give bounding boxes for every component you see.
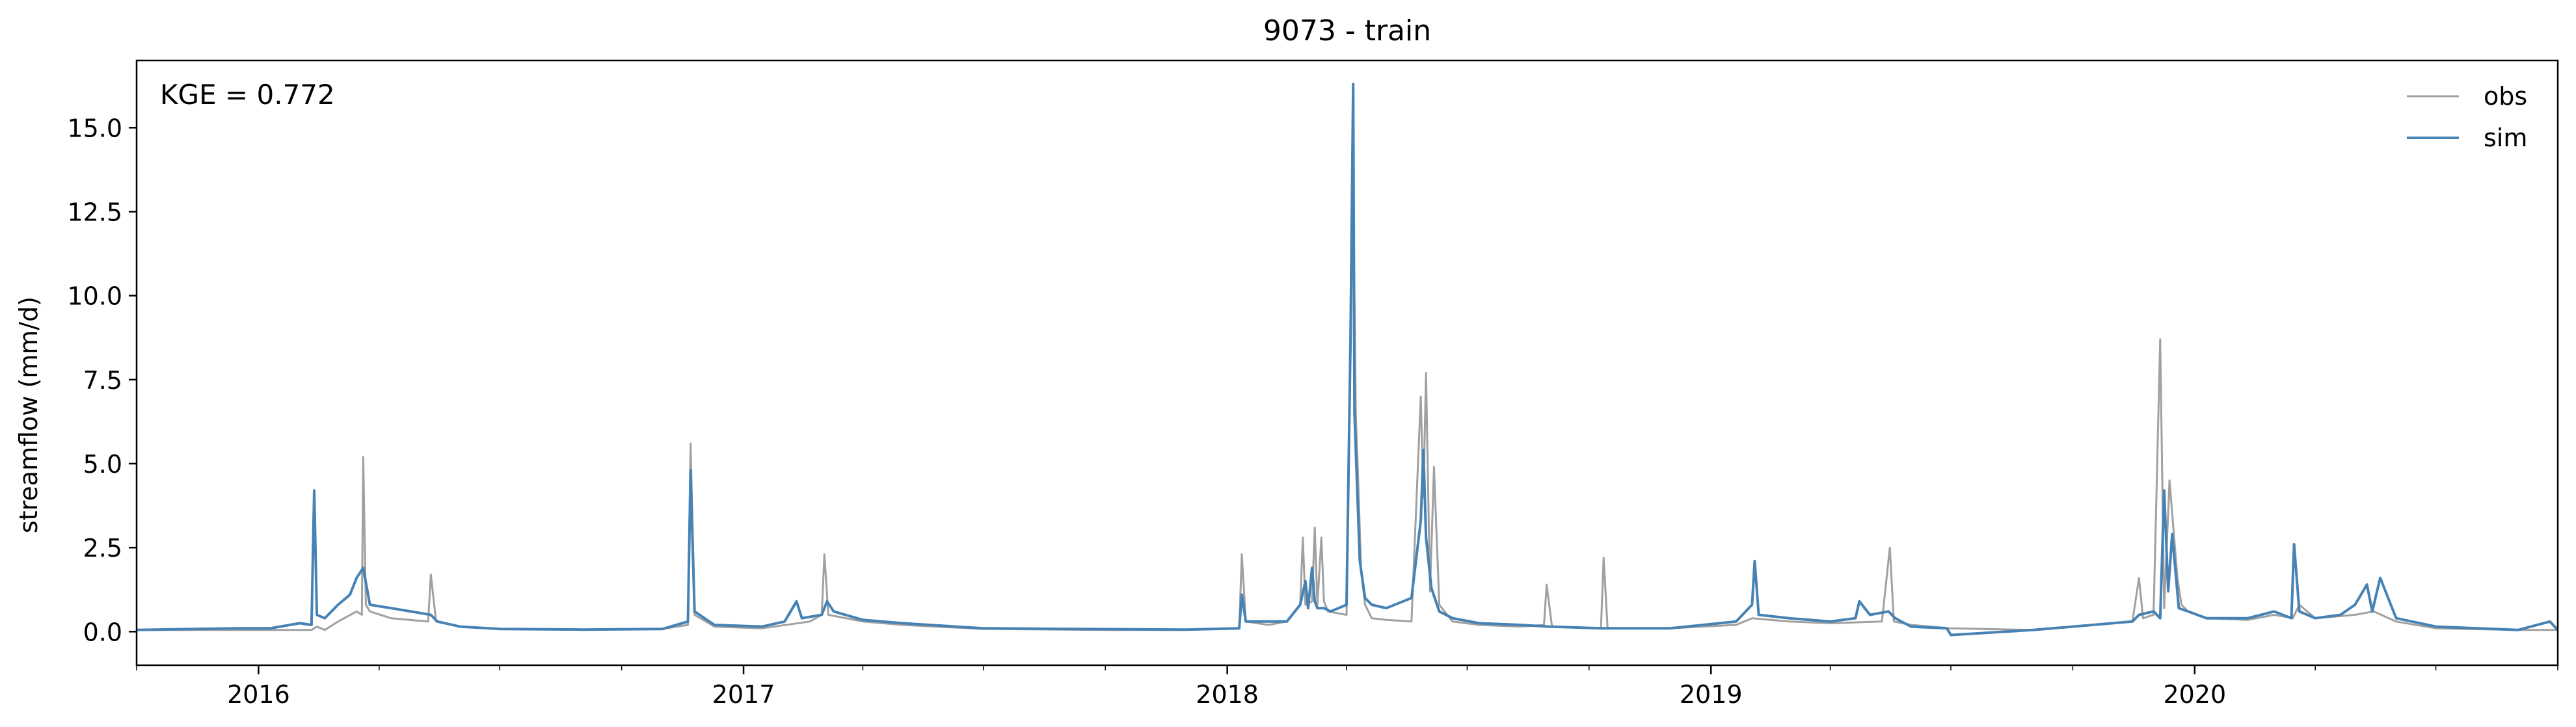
y-axis-ticks: 0.0 2.5 5.0 7.5 10.0 12.5 15.0 — [67, 114, 137, 646]
kge-annotation: KGE = 0.772 — [160, 79, 335, 111]
plot-frame — [135, 59, 2559, 667]
plot-series — [136, 83, 2559, 637]
y-tick-label: 5.0 — [83, 450, 122, 479]
x-axis-ticks: 2016 2017 2018 2019 2020 — [136, 665, 2558, 709]
legend-label-sim: sim — [2484, 124, 2527, 152]
y-tick-label: 15.0 — [67, 114, 122, 142]
y-tick-label: 12.5 — [67, 198, 122, 227]
y-axis-label: streamflow (mm/d) — [14, 297, 43, 533]
x-tick-label: 2020 — [2163, 680, 2226, 709]
y-tick-label: 7.5 — [83, 366, 122, 395]
y-tick-label: 10.0 — [67, 282, 122, 311]
x-tick-label: 2019 — [1680, 680, 1743, 709]
legend: obs sim — [2407, 82, 2527, 152]
x-tick-label: 2016 — [227, 680, 290, 709]
y-tick-label: 0.0 — [83, 618, 122, 646]
y-tick-label: 2.5 — [83, 534, 122, 562]
x-tick-label: 2017 — [712, 680, 775, 709]
chart-title: 9073 - train — [1263, 14, 1431, 47]
series-line-sim — [136, 83, 2559, 637]
x-tick-label: 2018 — [1196, 680, 1259, 709]
legend-label-obs: obs — [2484, 82, 2527, 111]
